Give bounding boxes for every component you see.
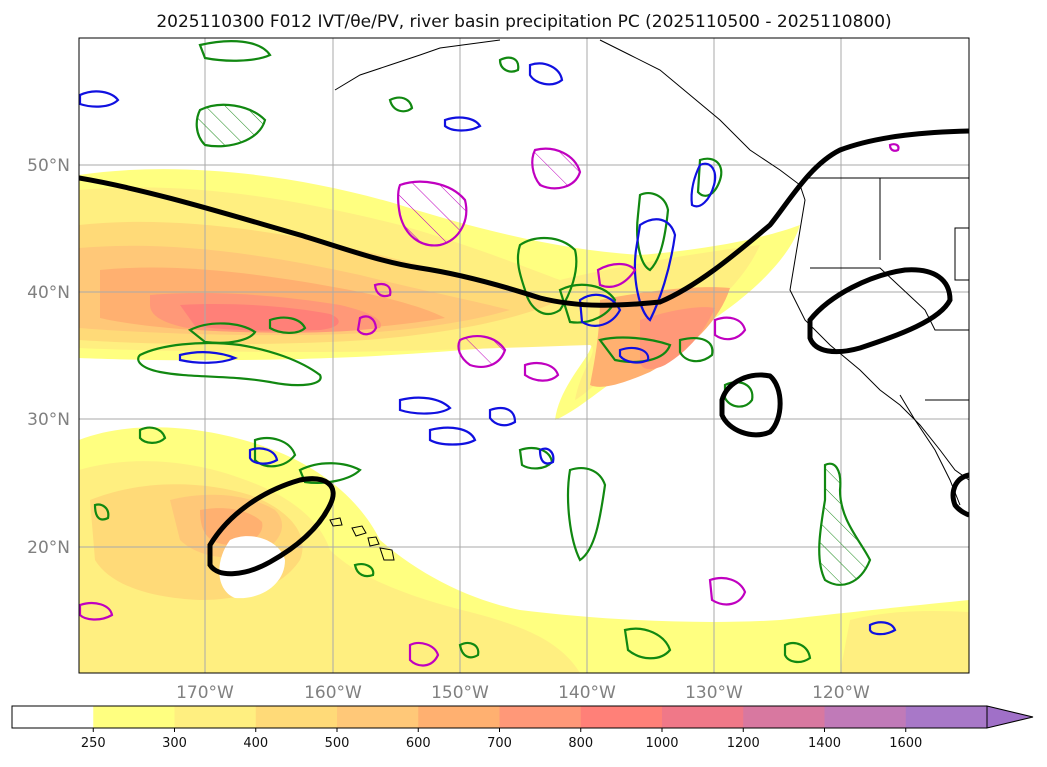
longitude-labels: 170°W 160°W 150°W 140°W 130°W 120°W — [176, 683, 870, 703]
blue-contours — [79, 62, 897, 636]
colorbar-tick-label: 300 — [162, 736, 187, 751]
colorbar-segment — [905, 706, 988, 728]
lat-label: 50°N — [27, 156, 70, 176]
colorbar-segment — [743, 706, 825, 728]
coastlines — [334, 39, 969, 506]
colorbar-segment — [580, 706, 663, 728]
lat-label: 20°N — [27, 538, 70, 558]
map-area — [79, 38, 969, 673]
colorbar-segment — [12, 706, 94, 728]
colorbar-tick-label: 1400 — [808, 736, 841, 751]
colorbar-tick-label: 400 — [243, 736, 268, 751]
colorbar-segment — [174, 706, 257, 728]
colorbar-segment — [93, 706, 175, 728]
black-contours — [79, 128, 969, 577]
figure-title: 2025110300 F012 IVT/θe/PV, river basin p… — [156, 12, 891, 32]
lat-label: 30°N — [27, 410, 70, 430]
colorbar-segment — [662, 706, 744, 728]
colorbar: 250 300 400 500 600 700 800 1000 1200 1400 1600 — [11, 705, 1034, 751]
colorbar-segment — [255, 706, 338, 728]
latitude-labels: 50°N 40°N 30°N 20°N — [27, 156, 70, 558]
lon-label: 130°W — [685, 683, 743, 703]
ivt-band-south — [79, 427, 969, 673]
lon-label: 150°W — [431, 683, 489, 703]
magenta-hatched-areas — [398, 148, 580, 367]
colorbar-segment — [824, 706, 907, 728]
lon-label: 170°W — [176, 683, 234, 703]
colorbar-tick-label: 500 — [325, 736, 350, 751]
map-frame — [78, 37, 970, 674]
lon-label: 120°W — [812, 683, 870, 703]
colorbar-segment — [337, 706, 419, 728]
lon-label: 160°W — [304, 683, 362, 703]
colorbar-tick-label: 700 — [487, 736, 512, 751]
colorbar-segment — [499, 706, 582, 728]
lon-label: 140°W — [558, 683, 616, 703]
colorbar-tick-label: 250 — [81, 736, 106, 751]
colorbar-tick-label: 1000 — [645, 736, 678, 751]
colorbar-tick-label: 1600 — [889, 736, 922, 751]
green-hatched-areas — [196, 104, 870, 585]
colorbar-tick-label: 1200 — [727, 736, 760, 751]
colorbar-segment — [418, 706, 500, 728]
hawaii-islands — [329, 517, 395, 561]
colorbar-tick-label: 800 — [568, 736, 593, 751]
colorbar-tick-label: 600 — [406, 736, 431, 751]
lat-label: 40°N — [27, 283, 70, 303]
colorbar-extend-arrow — [986, 705, 1034, 729]
